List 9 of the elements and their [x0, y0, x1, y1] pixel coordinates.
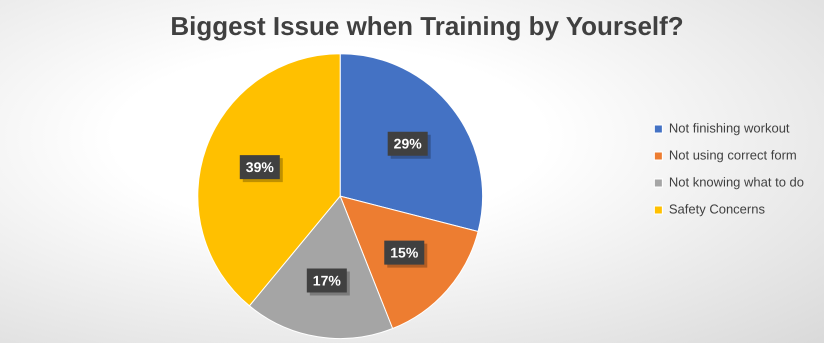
legend-label: Safety Concerns [668, 202, 766, 217]
legend-label: Not finishing workout [668, 120, 790, 136]
chart-title: Biggest Issue when Training by Yourself? [170, 10, 684, 41]
data-label: 39% [246, 159, 274, 176]
data-label: 15% [390, 244, 419, 260]
data-label: 29% [394, 136, 422, 152]
legend-label: Not knowing what to do [668, 174, 804, 190]
legend-label: Not using correct form [668, 148, 797, 163]
data-label: 17% [312, 272, 342, 288]
